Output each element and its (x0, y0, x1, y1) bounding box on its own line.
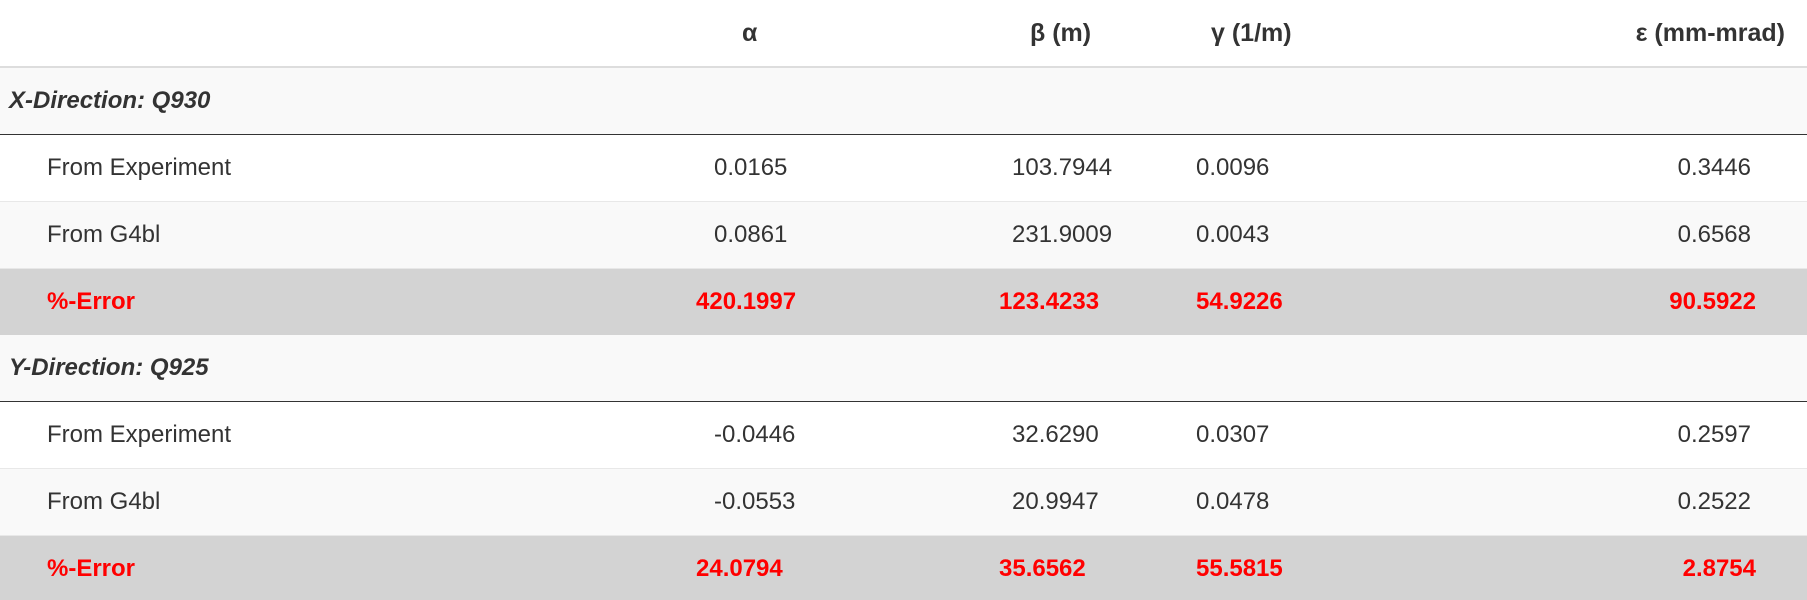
row-label: From G4bl (0, 468, 566, 536)
cell-epsilon: 0.2522 (1523, 468, 1807, 536)
header-gamma: γ (1/m) (1191, 0, 1523, 68)
header-label-column (0, 0, 566, 68)
header-epsilon: ε (mm-mrad) (1523, 0, 1807, 68)
cell-epsilon: 0.3446 (1523, 134, 1807, 202)
row-label: From G4bl (0, 201, 566, 269)
error-label: %-Error (0, 535, 566, 600)
cell-beta: 32.6290 (932, 401, 1191, 469)
cell-alpha: 0.0861 (566, 201, 932, 269)
cell-epsilon: 0.2597 (1523, 401, 1807, 469)
error-beta: 123.4233 (932, 268, 1191, 335)
table-header: α β (m) γ (1/m) ε (mm-mrad) (0, 0, 1807, 68)
error-gamma: 54.9226 (1191, 268, 1523, 335)
row-label: From Experiment (0, 401, 566, 469)
error-epsilon: 90.5922 (1523, 268, 1807, 335)
error-row: %-Error 24.0794 35.6562 55.5815 2.8754 (0, 535, 1807, 600)
error-epsilon: 2.8754 (1523, 535, 1807, 600)
group-title: X-Direction: Q930 (0, 67, 1807, 135)
error-row: %-Error 420.1997 123.4233 54.9226 90.592… (0, 268, 1807, 335)
row-label: From Experiment (0, 134, 566, 202)
cell-alpha: 0.0165 (566, 134, 932, 202)
group-title: Y-Direction: Q925 (0, 335, 1807, 402)
error-alpha: 24.0794 (566, 535, 932, 600)
cell-gamma: 0.0478 (1191, 468, 1523, 536)
table-row: From G4bl 0.0861 231.9009 0.0043 0.6568 (0, 201, 1807, 269)
header-row: α β (m) γ (1/m) ε (mm-mrad) (0, 0, 1807, 68)
header-beta: β (m) (932, 0, 1191, 68)
table-row: From Experiment 0.0165 103.7944 0.0096 0… (0, 134, 1807, 202)
cell-beta: 103.7944 (932, 134, 1191, 202)
cell-alpha: -0.0446 (566, 401, 932, 469)
cell-alpha: -0.0553 (566, 468, 932, 536)
table-row: From G4bl -0.0553 20.9947 0.0478 0.2522 (0, 468, 1807, 536)
cell-beta: 20.9947 (932, 468, 1191, 536)
cell-epsilon: 0.6568 (1523, 201, 1807, 269)
error-label: %-Error (0, 268, 566, 335)
table-row: From Experiment -0.0446 32.6290 0.0307 0… (0, 401, 1807, 469)
error-alpha: 420.1997 (566, 268, 932, 335)
header-alpha: α (566, 0, 932, 68)
error-beta: 35.6562 (932, 535, 1191, 600)
error-gamma: 55.5815 (1191, 535, 1523, 600)
cell-gamma: 0.0096 (1191, 134, 1523, 202)
cell-beta: 231.9009 (932, 201, 1191, 269)
group-header-row: X-Direction: Q930 (0, 67, 1807, 135)
cell-gamma: 0.0307 (1191, 401, 1523, 469)
table-body: X-Direction: Q930 From Experiment 0.0165… (0, 67, 1807, 600)
group-header-row: Y-Direction: Q925 (0, 335, 1807, 402)
cell-gamma: 0.0043 (1191, 201, 1523, 269)
